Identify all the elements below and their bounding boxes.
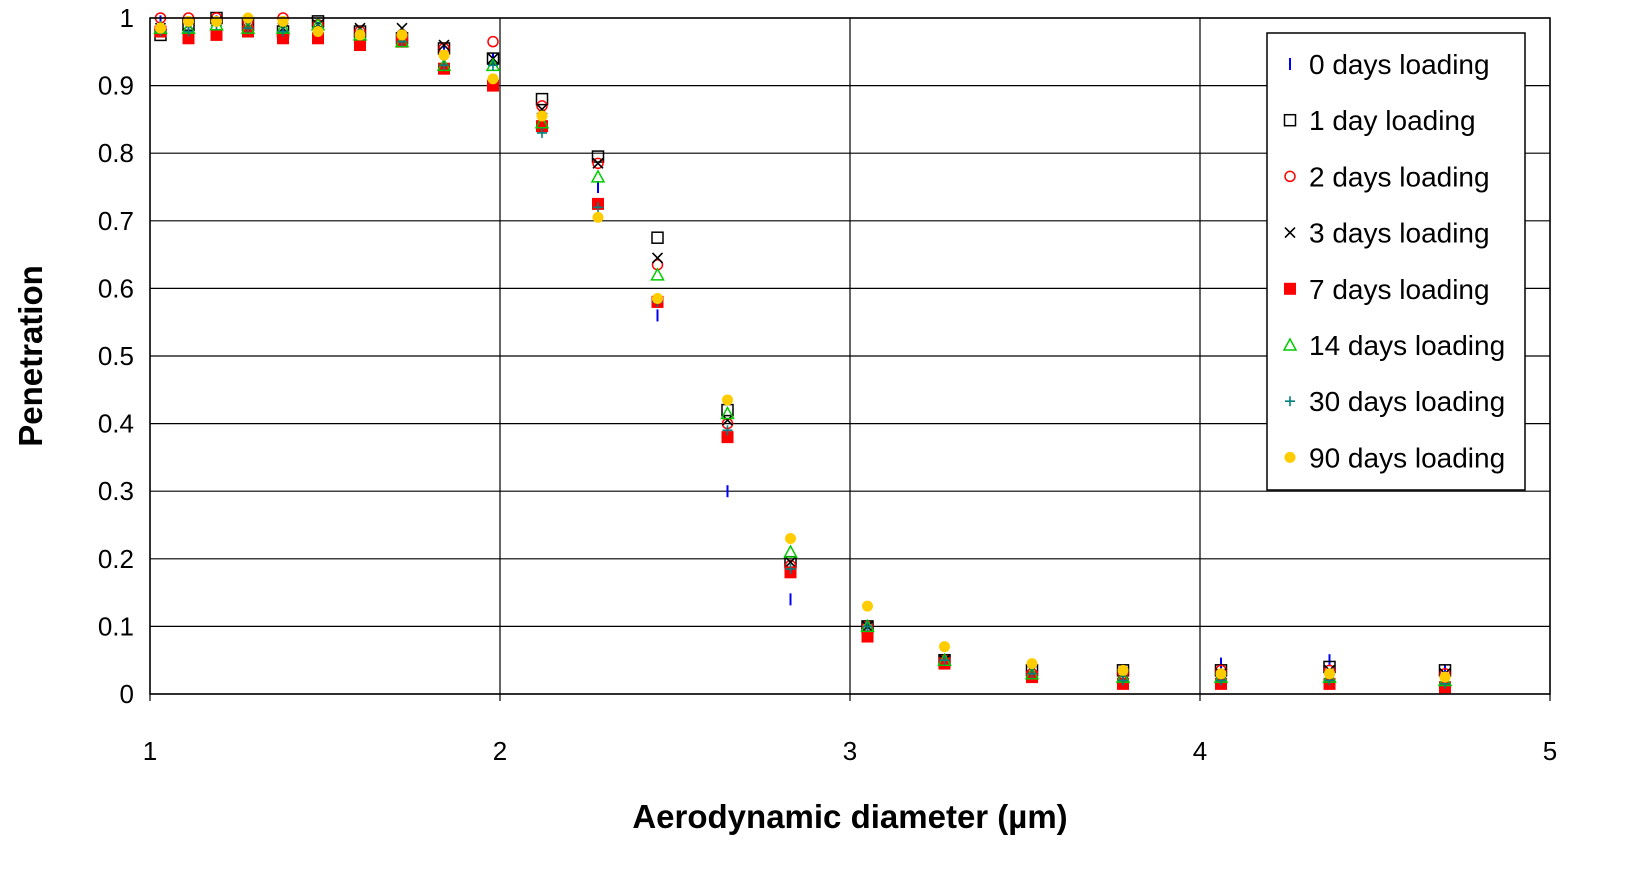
legend-label: 2 days loading bbox=[1309, 161, 1490, 192]
x-tick-label: 1 bbox=[143, 736, 157, 766]
y-tick-label: 0.4 bbox=[98, 409, 134, 439]
y-tick-label: 0.5 bbox=[98, 341, 134, 371]
x-tick-label: 5 bbox=[1543, 736, 1557, 766]
legend-label: 3 days loading bbox=[1309, 218, 1490, 249]
x-axis-title: Aerodynamic diameter (µm) bbox=[632, 798, 1067, 835]
data-point bbox=[487, 35, 499, 48]
data-point bbox=[651, 231, 664, 244]
y-axis-title: Penetration bbox=[12, 265, 49, 447]
y-tick-label: 0.9 bbox=[98, 71, 134, 101]
legend-marker bbox=[1284, 451, 1296, 463]
y-tick-label: 0.3 bbox=[98, 476, 134, 506]
y-tick-label: 0.1 bbox=[98, 611, 134, 641]
data-point bbox=[593, 202, 603, 213]
legend-label: 30 days loading bbox=[1309, 386, 1505, 417]
x-tick-label: 2 bbox=[493, 736, 507, 766]
data-point bbox=[592, 157, 604, 169]
data-point bbox=[652, 293, 663, 305]
data-point bbox=[1324, 668, 1335, 680]
data-point bbox=[785, 533, 796, 545]
data-point bbox=[277, 32, 289, 45]
data-point bbox=[183, 26, 194, 37]
data-point bbox=[591, 150, 605, 163]
data-point bbox=[243, 23, 253, 34]
plot-frame bbox=[149, 17, 1551, 695]
legend-marker bbox=[1284, 227, 1296, 239]
data-point bbox=[278, 26, 288, 37]
data-point bbox=[722, 394, 733, 406]
data-point bbox=[1118, 675, 1128, 686]
data-point bbox=[651, 252, 664, 264]
x-tick-label: 3 bbox=[843, 736, 857, 766]
data-point bbox=[439, 60, 449, 71]
legend-label: 1 day loading bbox=[1309, 105, 1476, 136]
data-point bbox=[1026, 658, 1038, 670]
legend-item: 2 days loading bbox=[1284, 161, 1490, 192]
data-point bbox=[354, 29, 366, 41]
data-point bbox=[536, 110, 548, 122]
data-point bbox=[438, 49, 450, 61]
data-point bbox=[861, 630, 874, 643]
y-tick-label: 0 bbox=[120, 679, 134, 709]
legend-item: 14 days loading bbox=[1282, 330, 1505, 361]
data-point bbox=[312, 26, 324, 38]
data-point bbox=[721, 431, 734, 444]
data-point bbox=[537, 127, 547, 138]
data-point bbox=[939, 641, 950, 653]
data-point bbox=[1215, 668, 1227, 680]
legend-marker bbox=[1284, 170, 1296, 183]
legend-marker bbox=[1282, 337, 1298, 351]
data-point bbox=[784, 556, 797, 568]
data-point bbox=[1027, 668, 1037, 679]
data-point bbox=[354, 39, 366, 52]
data-point bbox=[592, 211, 604, 223]
data-points bbox=[153, 11, 1453, 694]
legend-label: 7 days loading bbox=[1309, 274, 1490, 305]
tick-labels: 0 0.1 0.2 0.3 0.4 0.5 0.6 0.7 0.8 0.9 1 1 2 3 4 5 bbox=[98, 3, 1557, 766]
legend-marker bbox=[1283, 113, 1297, 127]
data-point bbox=[155, 22, 166, 34]
legend-item: 0 days loading bbox=[1289, 49, 1490, 80]
x-tick-label: 4 bbox=[1193, 736, 1207, 766]
y-tick-label: 0.7 bbox=[98, 206, 134, 236]
legend-label: 0 days loading bbox=[1309, 49, 1490, 80]
legend-item: 3 days loading bbox=[1284, 218, 1490, 249]
data-point bbox=[590, 169, 606, 183]
legend-label: 14 days loading bbox=[1309, 330, 1505, 361]
legend-box bbox=[1266, 32, 1526, 491]
data-point bbox=[1439, 671, 1451, 683]
data-point bbox=[862, 621, 873, 632]
data-point bbox=[487, 73, 499, 85]
data-point bbox=[650, 267, 665, 281]
data-point bbox=[396, 29, 408, 41]
data-point bbox=[783, 544, 798, 558]
legend: 0 days loading 1 day loading 2 days loadin… bbox=[1266, 32, 1526, 491]
data-point bbox=[720, 405, 735, 420]
y-tick-label: 1 bbox=[120, 3, 134, 33]
data-point bbox=[592, 157, 604, 170]
data-point bbox=[721, 414, 734, 426]
legend-marker bbox=[1285, 396, 1295, 407]
data-point bbox=[438, 39, 450, 51]
data-point bbox=[488, 60, 498, 71]
legend-label: 90 days loading bbox=[1309, 442, 1505, 473]
data-point bbox=[1117, 664, 1129, 676]
y-tick-label: 0.2 bbox=[98, 544, 134, 574]
data-point bbox=[939, 655, 950, 666]
data-point bbox=[534, 115, 550, 129]
data-point bbox=[210, 28, 223, 41]
data-point bbox=[182, 32, 195, 45]
y-tick-label: 0.8 bbox=[98, 138, 134, 168]
legend-marker bbox=[1284, 282, 1296, 295]
y-tick-label: 0.6 bbox=[98, 273, 134, 303]
data-point bbox=[722, 425, 733, 436]
legend-item: 1 day loading bbox=[1283, 105, 1476, 136]
legend-item: 7 days loading bbox=[1284, 274, 1490, 305]
legend-item: 90 days loading bbox=[1284, 442, 1505, 473]
data-point bbox=[535, 92, 549, 106]
data-point bbox=[862, 600, 873, 612]
legend-item: 30 days loading bbox=[1285, 386, 1505, 417]
data-point bbox=[785, 563, 796, 574]
